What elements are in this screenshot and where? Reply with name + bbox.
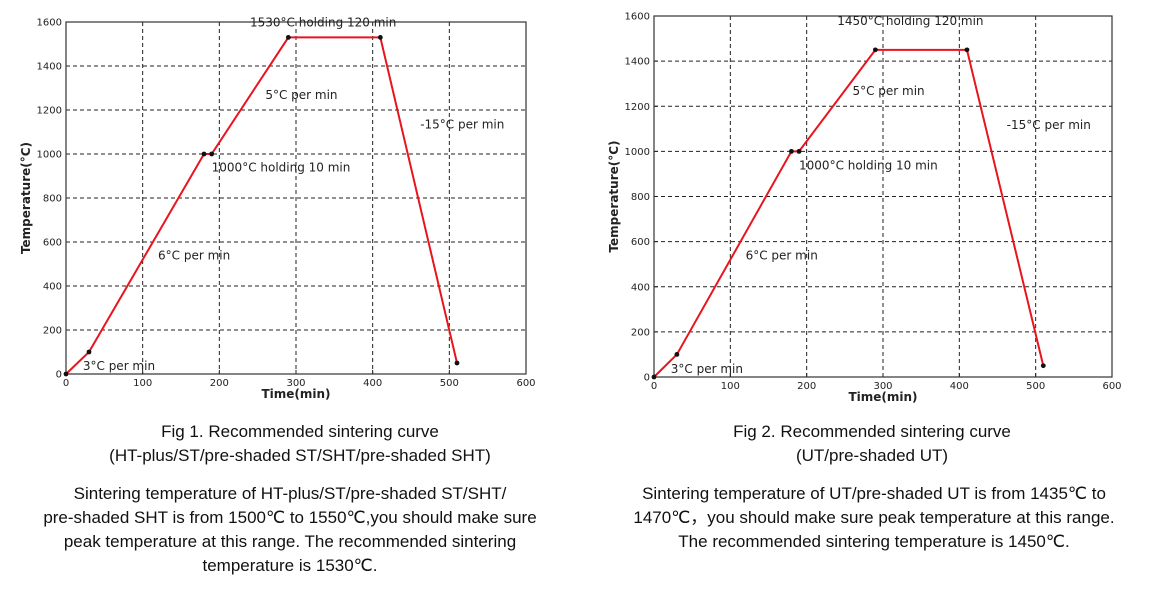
fig2-y-axis-label: Temperature(°C)	[607, 140, 621, 252]
fig1-y-tick-label: 800	[43, 194, 62, 205]
fig2-y-tick-label: 1200	[625, 102, 650, 113]
fig2-y-tick-label: 1400	[625, 57, 650, 68]
fig2-data-point	[1040, 363, 1046, 369]
fig1-y-tick-label: 1000	[37, 150, 62, 161]
fig1-description-line2: pre-shaded SHT is from 1500℃ to 1550℃,yo…	[43, 508, 537, 527]
fig2-plot-area	[654, 16, 1112, 377]
fig2-annotation: 6°C per min	[746, 249, 818, 263]
fig2-caption: Fig 2. Recommended sintering curve (UT/p…	[592, 420, 1152, 468]
fig2-data-point	[651, 374, 657, 380]
fig1-x-tick-label: 0	[63, 378, 69, 389]
fig1-data-point	[454, 360, 460, 366]
fig1-data-point	[63, 371, 69, 377]
fig2-data-point	[789, 148, 794, 154]
fig2-data-point	[964, 47, 970, 53]
fig2-data-point	[796, 148, 802, 154]
fig2-y-tick-label: 1000	[625, 147, 650, 158]
fig2-annotation: 1450°C holding 120 min	[837, 14, 983, 28]
fig1-y-tick-label: 400	[43, 282, 62, 293]
fig1-x-tick-label: 600	[516, 378, 535, 389]
chart-fig2-svg: 0 100 200 300 400 500 600 0 200 400 600 800 1000 1200…	[607, 12, 1122, 405]
fig2-description-line1: Sintering temperature of UT/pre-shaded U…	[642, 484, 1106, 503]
fig1-y-tick-label: 200	[43, 326, 62, 337]
fig2-x-tick-label: 0	[651, 381, 657, 392]
fig1-annotation: 6°C per min	[158, 249, 230, 263]
fig1-y-tick-label: 1200	[37, 106, 62, 117]
fig1-y-axis-label: Temperature(°C)	[19, 142, 33, 254]
fig1-x-tick-label: 200	[210, 378, 229, 389]
fig2-x-tick-label: 600	[1102, 381, 1121, 392]
fig1-caption: Fig 1. Recommended sintering curve (HT-p…	[20, 420, 580, 468]
fig2-data-point	[674, 352, 680, 357]
fig2-annotation: 1000°C holding 10 min	[799, 158, 938, 172]
fig2-x-tick-label: 300	[873, 381, 892, 392]
fig2-description-line3: The recommended sintering temperature is…	[678, 532, 1070, 551]
fig1-description-line4: temperature is 1530℃.	[202, 556, 378, 575]
fig2-y-tick-label: 1600	[625, 12, 650, 23]
fig1-x-tick-label: 500	[440, 378, 459, 389]
fig1-data-point	[201, 151, 207, 157]
fig1-caption-line1: Fig 1. Recommended sintering curve	[161, 422, 439, 441]
fig2-description: Sintering temperature of UT/pre-shaded U…	[594, 482, 1154, 554]
fig1-y-tick-label: 1600	[37, 18, 62, 29]
fig1-caption-line2: (HT-plus/ST/pre-shaded ST/SHT/pre-shaded…	[109, 446, 491, 465]
fig1-annotation: -15°C per min	[420, 118, 504, 132]
fig1-x-tick-label: 300	[286, 378, 305, 389]
fig1-y-tick-label: 1400	[37, 62, 62, 73]
fig2-plot-frame	[653, 15, 1113, 378]
fig1-y-tick-label: 600	[43, 238, 62, 249]
fig2-description-line2: 1470℃，you should make sure peak temperat…	[633, 508, 1115, 527]
fig1-data-point	[209, 151, 215, 157]
fig1-description-line3: peak temperature at this range. The reco…	[63, 532, 517, 551]
chart-fig1-svg: 0 100 200 300 400 500 600 0 200 400 600 800 1000 1200…	[19, 15, 536, 401]
fig2-x-tick-label: 200	[797, 381, 816, 392]
fig2-data-point	[872, 47, 878, 53]
fig2-x-axis-label: Time(min)	[848, 390, 917, 404]
fig2-y-tick-label: 200	[631, 327, 650, 338]
fig2-y-tick-label: 400	[631, 282, 650, 293]
fig2-x-tick-label: 100	[721, 381, 740, 392]
fig1-data-point	[377, 35, 383, 40]
fig2-caption-line2: (UT/pre-shaded UT)	[795, 446, 949, 465]
fig1-annotation: 3°C per min	[83, 359, 155, 373]
fig1-y-tick-label: 0	[56, 370, 62, 381]
fig1-annotation: 1530°C holding 120 min	[250, 15, 396, 29]
fig2-y-tick-label: 0	[644, 373, 650, 384]
chart-fig1: 0 100 200 300 400 500 600 0 200 400 600 800 1000 1200…	[0, 0, 560, 410]
fig2-caption-line1: Fig 2. Recommended sintering curve	[733, 422, 1011, 441]
fig2-annotation: 5°C per min	[852, 84, 924, 98]
fig1-x-axis-label: Time(min)	[261, 387, 330, 401]
fig2-y-tick-label: 600	[631, 237, 650, 248]
fig2-annotation: 3°C per min	[671, 362, 743, 376]
fig1-annotation: 5°C per min	[265, 88, 337, 102]
fig1-data-point	[285, 35, 291, 40]
fig1-annotation: 1000°C holding 10 min	[212, 161, 351, 175]
fig1-description: Sintering temperature of HT-plus/ST/pre-…	[6, 482, 574, 578]
fig1-x-tick-label: 400	[363, 378, 382, 389]
fig1-plot-frame	[65, 21, 527, 375]
fig1-description-line1: Sintering temperature of HT-plus/ST/pre-…	[73, 484, 507, 503]
fig1-data-point	[86, 349, 92, 355]
fig1-x-tick-label: 100	[133, 378, 152, 389]
fig2-x-tick-label: 400	[950, 381, 969, 392]
chart-fig2: 0 100 200 300 400 500 600 0 200 400 600 800 1000 1200…	[586, 0, 1146, 410]
fig2-annotation: -15°C per min	[1007, 118, 1091, 132]
fig2-y-tick-label: 800	[631, 192, 650, 203]
fig2-x-tick-label: 500	[1026, 381, 1045, 392]
